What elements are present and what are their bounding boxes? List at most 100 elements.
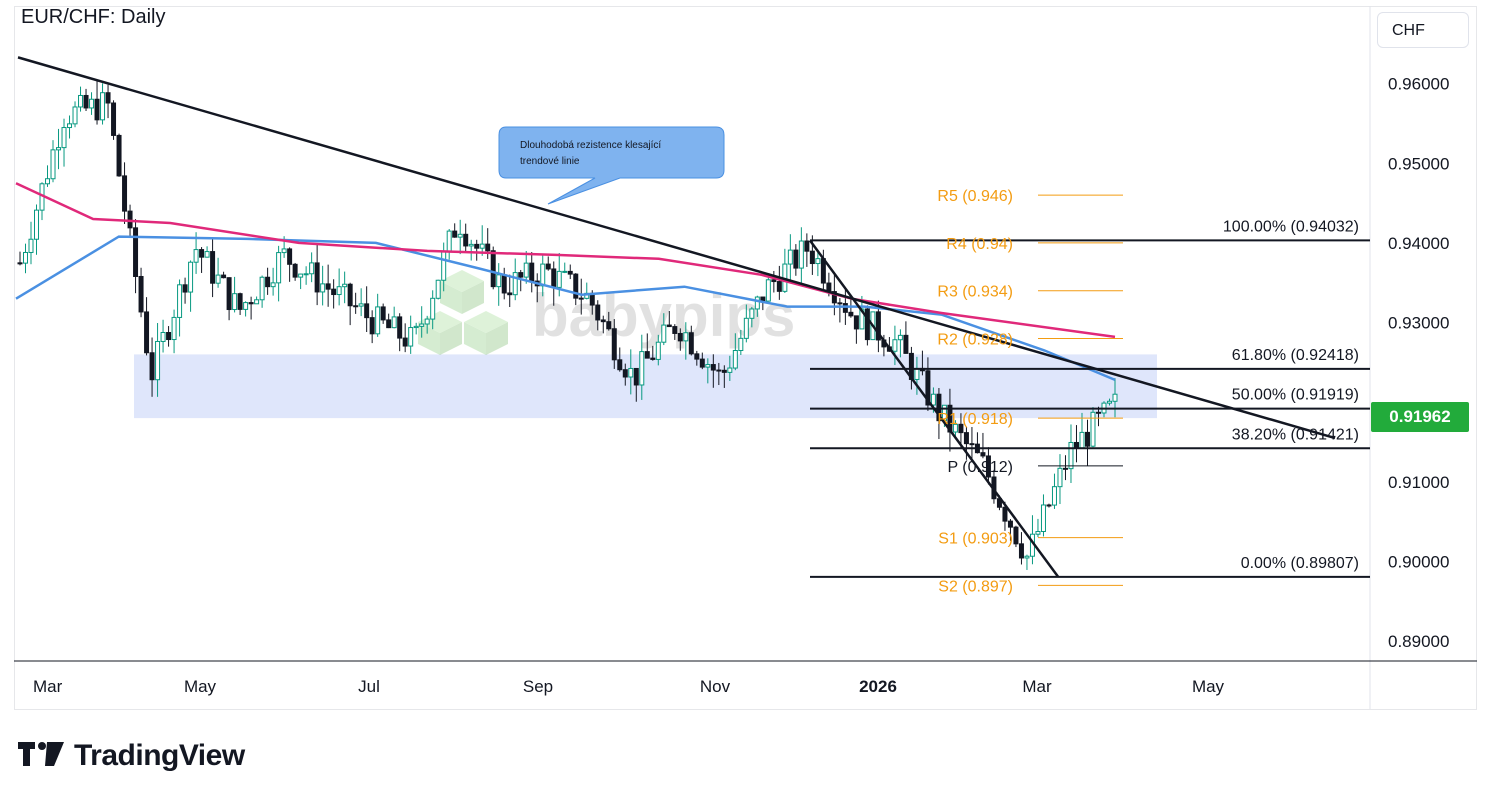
candle-body [34, 209, 40, 240]
candle-body [100, 92, 106, 121]
candle-body [622, 369, 628, 378]
candle-body [457, 233, 463, 238]
candle-body [1018, 543, 1024, 559]
candle-body [259, 276, 265, 301]
pivot-level-label: S1 (0.903) [938, 531, 1013, 548]
candle-body [914, 367, 920, 380]
time-tick-label: Mar [1022, 677, 1052, 696]
candle-body [853, 315, 859, 330]
candle-body [347, 283, 353, 307]
candle-body [50, 149, 56, 180]
candle-body [628, 367, 634, 378]
price-tick-label: 0.89000 [1388, 632, 1449, 651]
currency-selector[interactable]: CHF [1377, 12, 1469, 48]
candle-body [408, 327, 414, 347]
candle-body [732, 350, 738, 369]
pivot-level-label: S2 (0.897) [938, 578, 1013, 595]
candle-body [336, 286, 342, 296]
candle-body [474, 243, 480, 249]
price-tick-label: 0.95000 [1388, 154, 1449, 173]
candle-body [28, 238, 34, 253]
candle-body [523, 262, 529, 278]
candle-body [556, 270, 562, 288]
watermark-cube-2-right [440, 322, 462, 355]
candle-body [116, 134, 122, 177]
candle-body [463, 233, 469, 247]
candle-body [1040, 504, 1046, 533]
candle-body [1068, 441, 1074, 470]
candle-body [419, 323, 425, 327]
candle-body [441, 251, 447, 281]
candle-body [496, 274, 502, 288]
candle-body [1035, 531, 1041, 535]
candle-body [930, 393, 936, 406]
candle-body [1057, 467, 1063, 488]
time-tick-label: Nov [700, 677, 731, 696]
candle-body [501, 274, 507, 294]
chart-title: EUR/CHF: Daily [21, 6, 166, 28]
candle-body [765, 279, 771, 302]
candle-body [1073, 441, 1079, 449]
price-tick-label: 0.93000 [1388, 314, 1449, 333]
candle-body [375, 306, 381, 335]
candle-body [512, 272, 518, 296]
callout-bubble [498, 126, 725, 205]
pivot-level-label: R5 (0.946) [937, 188, 1013, 205]
candle-body [17, 262, 23, 265]
candle-body [61, 127, 67, 149]
candle-body [138, 275, 144, 313]
candle-body [397, 316, 403, 339]
candle-body [925, 370, 931, 406]
fib-level-label: 50.00% (0.91919) [1232, 387, 1359, 404]
candle-body [771, 279, 777, 283]
candle-body [1084, 431, 1090, 447]
candle-body [127, 210, 133, 229]
candle-body [94, 98, 100, 121]
candle-body [226, 277, 232, 311]
candle-body [787, 249, 793, 265]
candle-body [369, 317, 375, 335]
annotation-callout: Dlouhodobá rezistence klesající trendové … [498, 126, 725, 205]
candle-body [243, 302, 249, 310]
watermark-cube-3-top [464, 311, 508, 333]
candle-body [666, 324, 672, 328]
candle-body [485, 243, 491, 252]
moving-average-line-1 [15, 235, 1116, 382]
candle-body [699, 358, 705, 368]
fib-level-label: 61.80% (0.92418) [1232, 347, 1359, 364]
watermark-cube-3-left [464, 322, 486, 355]
pivot-level-label: R4 (0.94) [946, 236, 1013, 253]
watermark-cube-3 [464, 311, 508, 355]
candle-body [122, 175, 128, 212]
candle-body [160, 332, 166, 342]
candle-body [204, 251, 210, 258]
candle-body [358, 303, 364, 307]
tradingview-logo[interactable]: TradingView [18, 736, 245, 776]
candle-body [144, 311, 150, 354]
candle-body [452, 230, 458, 238]
price-tick-label: 0.91000 [1388, 473, 1449, 492]
candle-body [507, 292, 513, 296]
candle-body [479, 243, 485, 249]
candle-body [639, 351, 645, 386]
candle-body [595, 304, 601, 321]
candle-body [56, 147, 62, 151]
brand-name: TradingView [74, 739, 245, 772]
candle-body [727, 367, 733, 373]
candle-body [342, 283, 348, 288]
fib-level-label: 0.00% (0.89807) [1241, 555, 1359, 572]
fib-level-label: 38.20% (0.91421) [1232, 426, 1359, 443]
candle-body [111, 102, 117, 136]
pivot-level-label: P (0.912) [947, 459, 1013, 476]
candle-body [270, 282, 276, 288]
candle-body [980, 452, 986, 457]
watermark-cube-1-top [440, 270, 484, 292]
candle-body [611, 328, 617, 361]
candle-body [1112, 393, 1118, 402]
watermark-cube-2 [418, 311, 462, 355]
candle-body [171, 316, 177, 341]
candle-body [78, 94, 84, 108]
candle-body [848, 311, 854, 317]
candle-body [199, 249, 205, 258]
